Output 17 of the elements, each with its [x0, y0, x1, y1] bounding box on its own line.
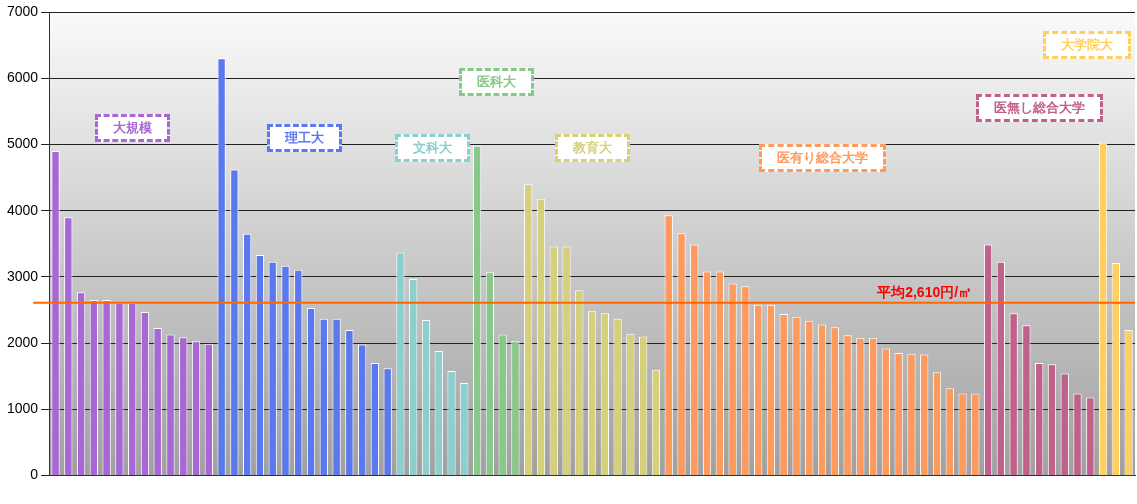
- dashed-label-box: 教育大: [554, 133, 630, 162]
- dashed-label-box: 医無し総合大学: [975, 94, 1103, 123]
- y-tick-label: 1000: [6, 400, 39, 417]
- y-tick-label: 0: [30, 466, 39, 483]
- dashed-label-box: 文科大: [394, 133, 470, 162]
- ref-line-label: 平均2,610円/㎡: [876, 283, 973, 300]
- y-tick-label: 4000: [6, 201, 39, 218]
- y-tick-label: 2000: [6, 334, 39, 350]
- y-tick-label: 3000: [6, 267, 39, 284]
- y-tick-label: 7000: [6, 2, 39, 19]
- dashed-label-box: 大学院大: [1043, 31, 1131, 60]
- dashed-label-box: 医科大: [458, 67, 534, 96]
- dashed-label-box: 大規模: [94, 113, 170, 142]
- y-tick-label: 6000: [6, 69, 39, 86]
- dashed-label-box: 医有り総合大学: [758, 143, 886, 172]
- y-tick-label: 5000: [6, 135, 39, 152]
- dashed-label-box: 理工大: [267, 123, 343, 152]
